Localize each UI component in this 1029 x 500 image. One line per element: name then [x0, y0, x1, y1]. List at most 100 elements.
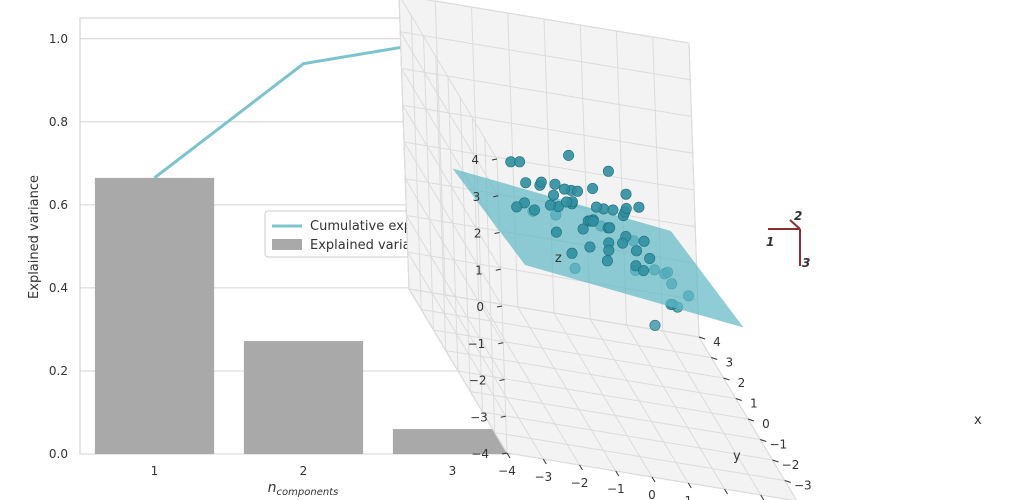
z-tick-label: −2 — [469, 374, 487, 388]
x-tick-mark — [784, 480, 791, 483]
y-tick-label: −4 — [498, 464, 516, 478]
z-tick-mark — [495, 268, 501, 271]
z-tick-mark — [496, 305, 503, 308]
scatter-point — [649, 319, 661, 331]
y-tick-label: 0.2 — [49, 364, 68, 378]
x-axis-label-3d: x — [974, 413, 982, 428]
z-axis-label-3d: z — [555, 251, 562, 266]
scatter-point — [620, 203, 632, 215]
wall-grid-z2 — [402, 104, 502, 270]
scatter-point — [637, 265, 649, 277]
x-tick-mark — [747, 418, 755, 422]
scatter-point — [584, 241, 596, 253]
x-axis-title-subscript: components — [277, 487, 339, 498]
floor-grid-x — [445, 350, 736, 399]
axis-tick-labels: −4−4−4−3−3−3−2−2−2−1−1−1000111222333444 — [468, 153, 824, 500]
scatter-point — [630, 245, 642, 257]
wall-grid-z — [403, 141, 695, 191]
y-tick-label: −1 — [607, 482, 625, 496]
scatter-point — [566, 247, 578, 259]
y-tick-mark — [687, 482, 692, 489]
explained-variance-bar — [243, 341, 364, 454]
scatter-point — [514, 156, 526, 168]
scatter-point — [571, 185, 583, 197]
z-tick-label: 3 — [473, 190, 481, 204]
pca-3d-plot: 1 2 3 −4−4−4−3−3−3−2−2−2−1−1−10001112223… — [398, 0, 982, 500]
x-tick-label: 2 — [300, 464, 308, 478]
x-tick-mark — [772, 459, 779, 463]
points-above-plane — [505, 149, 656, 277]
y-tick-labels: 0.0 0.2 0.4 0.6 0.8 1.0 — [49, 32, 68, 461]
z-tick-label: −3 — [470, 410, 488, 424]
x-tick-label: 4 — [713, 335, 721, 349]
scatter-point — [528, 204, 540, 216]
scatter-point — [558, 183, 570, 195]
z-tick-label: 4 — [471, 153, 479, 167]
floor-grid-x — [433, 329, 724, 379]
y-tick-mark — [506, 452, 511, 459]
x-tick-label: −3 — [794, 479, 812, 493]
wall-grid-z — [401, 68, 692, 117]
scatter-point — [601, 255, 613, 267]
wall-grid-z2 — [401, 0, 498, 160]
explained-variance-bar — [94, 177, 215, 454]
z-tick-mark — [494, 232, 500, 234]
y-tick-label: 0.4 — [49, 281, 68, 295]
x-tick-mark — [698, 336, 706, 340]
x-tick-mark — [723, 377, 730, 381]
x-tick-label: 1 — [151, 464, 159, 478]
x-tick-mark — [760, 439, 767, 442]
y-tick-mark — [724, 488, 728, 495]
floor-grid-y — [626, 324, 725, 490]
y-tick-mark — [651, 476, 656, 483]
z-tick-mark — [501, 452, 508, 455]
legend-label-explained: Explained variance — [310, 238, 434, 253]
x-tick-label: 3 — [725, 356, 733, 370]
z-tick-label: 1 — [475, 263, 483, 277]
scatter-point — [544, 199, 556, 211]
floor-grid-x — [408, 288, 700, 338]
scatter-point — [577, 223, 589, 235]
y-tick-label: 0.6 — [49, 198, 68, 212]
scatter-point — [560, 196, 572, 208]
wall-grid-x — [410, 15, 422, 310]
x-tick-label: 1 — [750, 397, 758, 411]
x-tick-label: −2 — [782, 458, 800, 472]
z-tick-mark — [493, 195, 499, 198]
y-tick-mark — [579, 464, 583, 471]
scatter-point — [607, 204, 619, 216]
scatter-point — [617, 237, 629, 249]
wall-grid-z — [402, 104, 693, 154]
component-vector-2 — [789, 219, 801, 230]
z-tick-label: −4 — [471, 447, 489, 461]
scatter-point — [550, 226, 562, 238]
scatter-point — [587, 215, 599, 227]
y-tick-label: −3 — [534, 470, 552, 484]
y-tick-label: 1 — [684, 494, 692, 500]
x-tick-label: 0 — [762, 417, 770, 431]
explained-variance-bar — [392, 429, 513, 454]
scatter-point — [620, 188, 632, 200]
scatter-point — [535, 176, 547, 188]
z-tick-mark — [491, 158, 498, 161]
z-tick-label: 2 — [474, 227, 482, 241]
component-label-3: 3 — [802, 256, 810, 270]
y-tick-label: 0.0 — [49, 447, 68, 461]
wall-grid-z2 — [399, 31, 499, 197]
x-axis-title: ncomponents — [268, 480, 339, 498]
scatter-point — [603, 244, 615, 256]
x-tick-mark — [711, 357, 718, 360]
x-tick-labels: 1 2 3 — [151, 464, 457, 478]
y-tick-label: 0.8 — [49, 115, 68, 129]
z-tick-mark — [500, 415, 506, 418]
floor-grid-y — [589, 318, 689, 484]
scatter-point — [602, 165, 614, 177]
wall-grid-x — [435, 56, 447, 351]
legend-swatch-explained — [272, 239, 302, 250]
component-label-1: 1 — [766, 235, 774, 249]
bar-series — [94, 177, 513, 454]
z-tick-label: 0 — [476, 300, 484, 314]
scatter-point — [563, 149, 575, 161]
wall-grid-z2 — [403, 141, 503, 307]
